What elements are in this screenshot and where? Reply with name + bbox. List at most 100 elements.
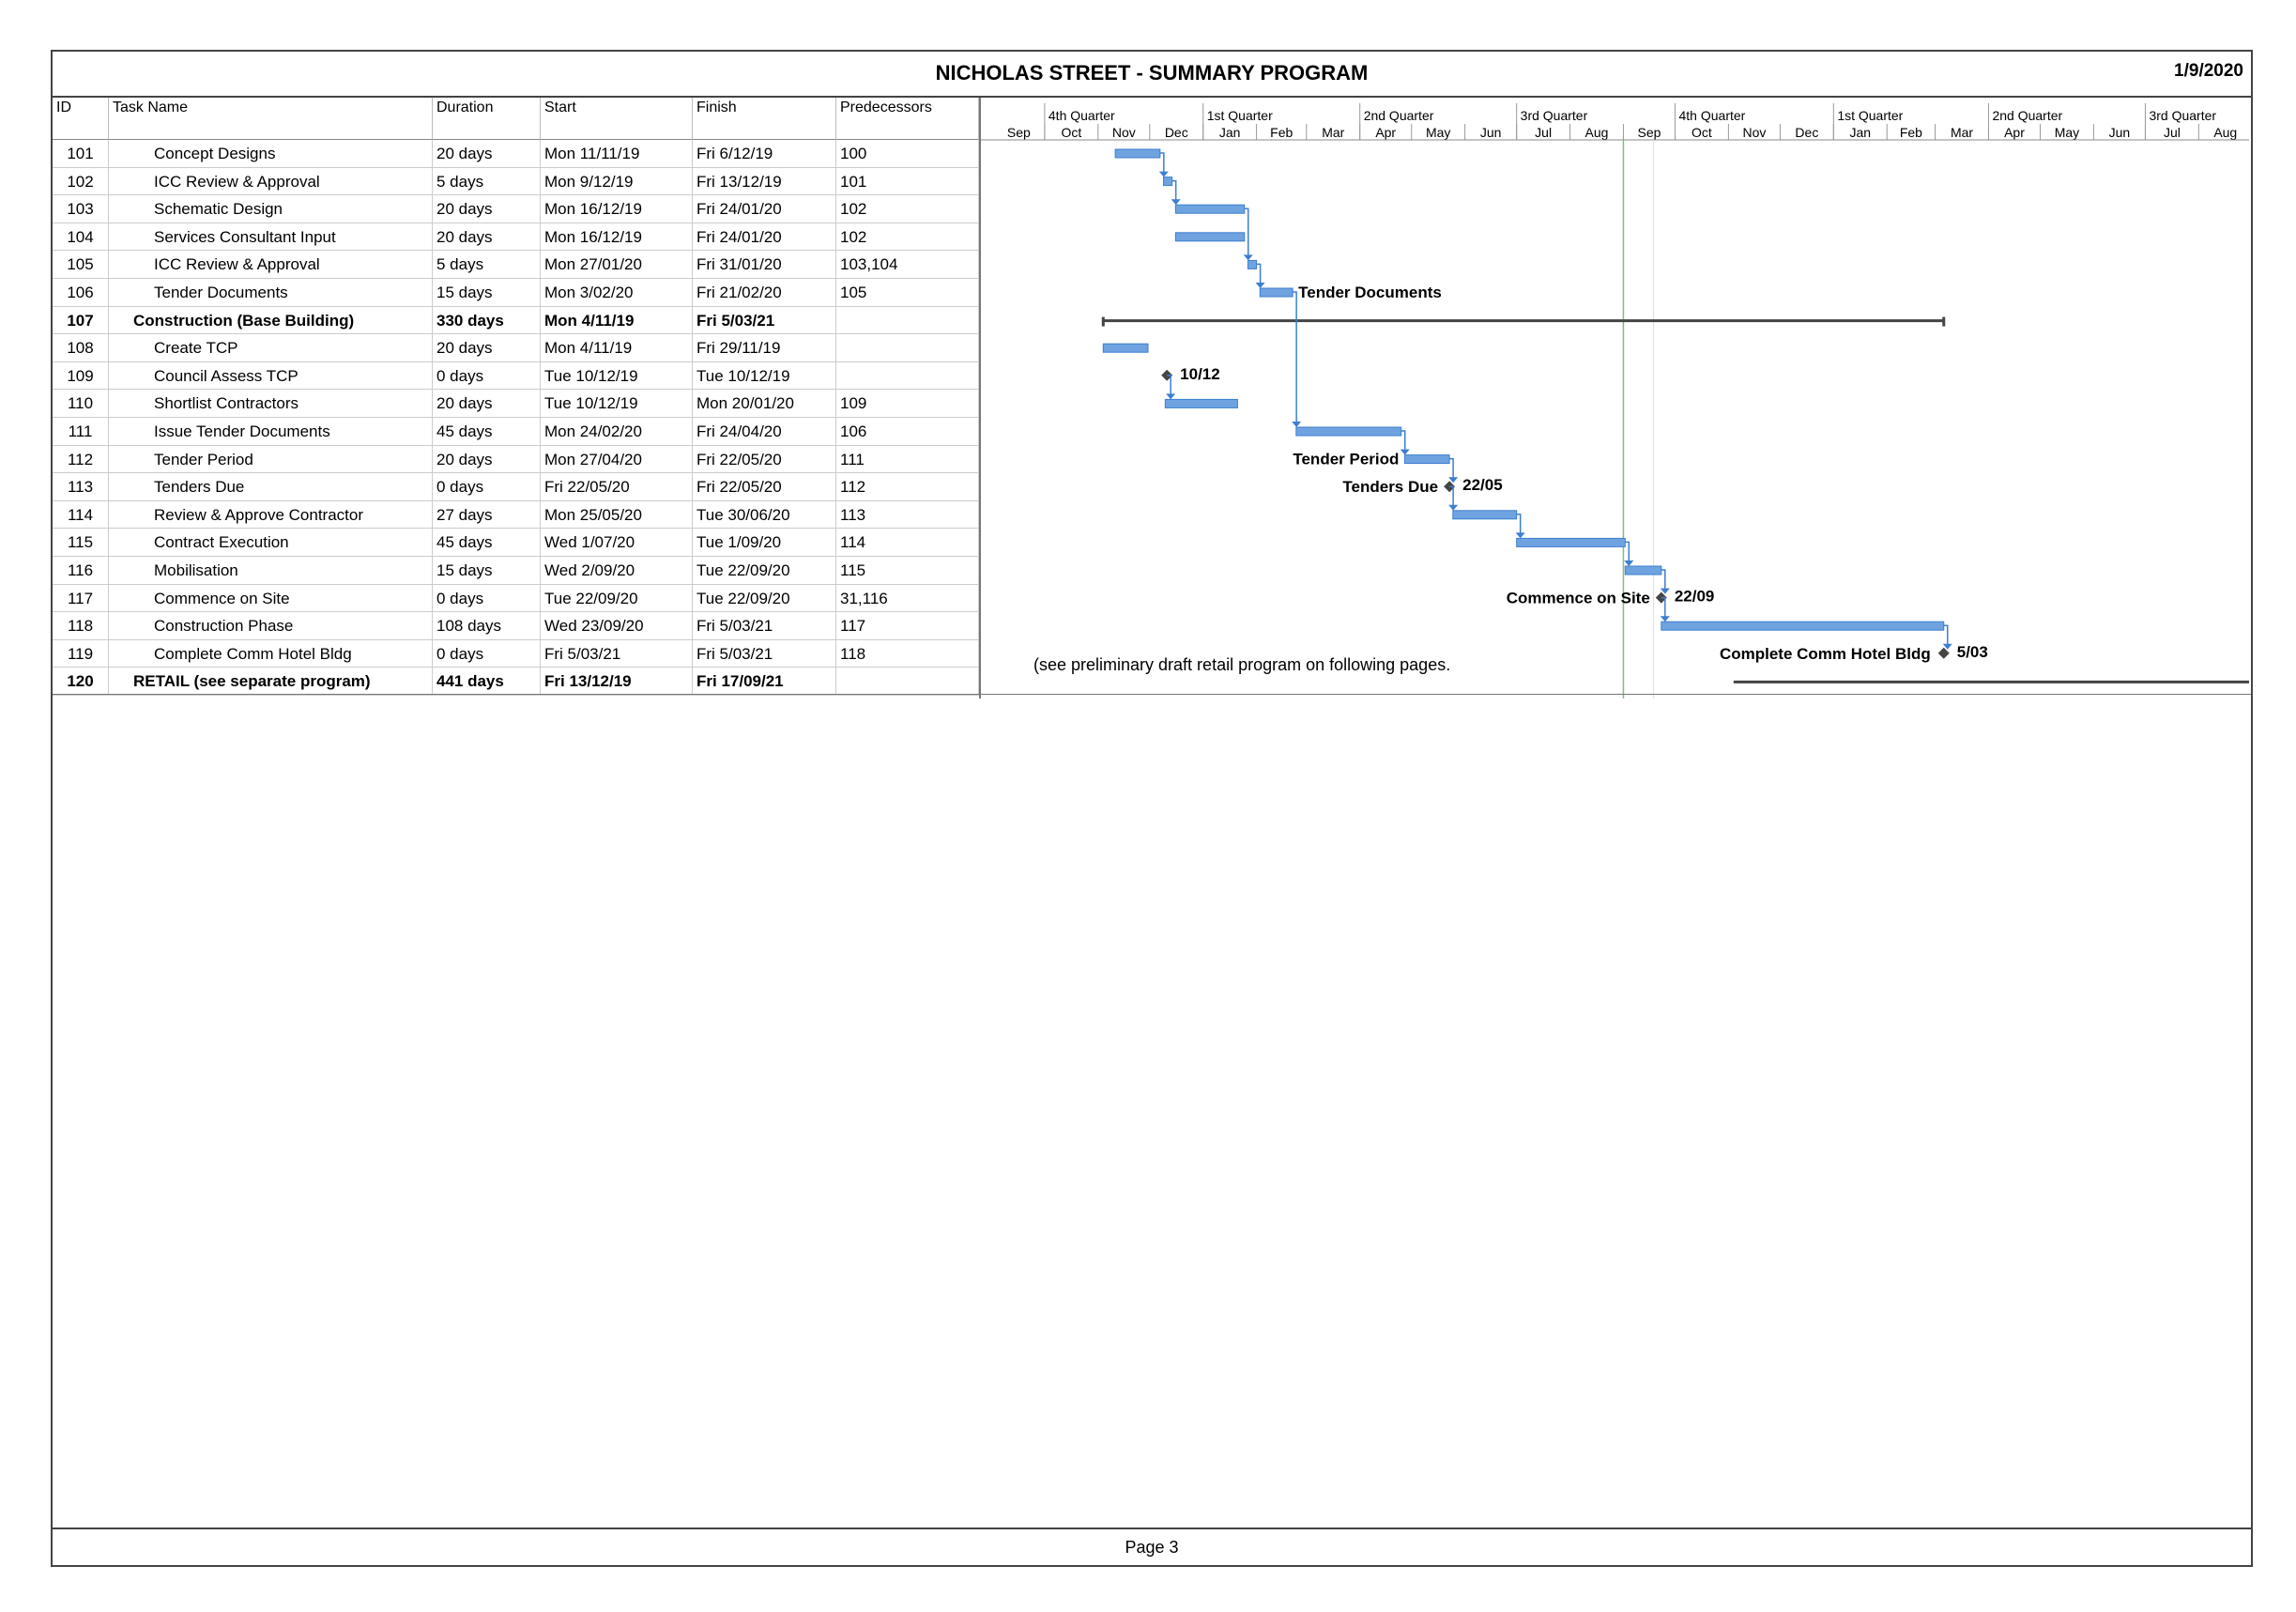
task-bar [1403,454,1450,465]
task-start-cell: Fri 13/12/19 [541,668,693,695]
month-label: Aug [2213,125,2237,140]
month-label: Oct [1061,125,1081,140]
task-id-cell: 106 [53,279,109,306]
task-predecessors-cell [836,361,979,390]
milestone-diamond [1937,647,1950,659]
task-id-cell: 117 [53,584,109,612]
month-label: Nov [1742,125,1766,140]
task-predecessors-cell: 117 [836,612,979,639]
task-id-cell: 107 [53,306,109,334]
dependency-link [1159,152,1165,174]
task-id-cell: 102 [53,167,109,195]
task-duration-cell: 20 days [433,195,541,223]
task-finish-cell: Fri 24/04/20 [693,418,836,445]
task-name-cell: Commence on Site [109,584,433,612]
retail-note: (see preliminary draft retail program on… [1033,655,1450,674]
task-predecessors-cell: 118 [836,639,979,668]
task-start-cell: Mon 25/05/20 [541,500,693,529]
task-predecessors-cell [836,668,979,695]
month-label: Apr [2004,125,2025,140]
table-row[interactable]: 114 Review & Approve Contractor 27 days Mon… [53,500,979,530]
task-start-cell: Wed 1/07/20 [541,529,693,556]
quarter-label: 3rd Quarter [2149,108,2216,123]
dependency-link [1171,179,1177,202]
task-predecessors-cell [836,306,979,334]
task-id-cell: 103 [53,195,109,223]
table-row[interactable]: 115 Contract Execution 45 days Wed 1/07/20 T… [53,529,979,557]
dependency-arrow [1166,393,1176,400]
column-header-start: Start [541,98,693,140]
task-finish-cell: Fri 5/03/21 [693,612,836,639]
task-finish-cell: Fri 29/11/19 [693,334,836,361]
task-duration-cell: 0 days [433,639,541,668]
table-row[interactable]: 107 Construction (Base Building) 330 days M… [53,306,979,335]
task-start-cell: Mon 3/02/20 [541,279,693,306]
task-name-cell: Council Assess TCP [109,361,433,390]
table-row[interactable]: 113 Tenders Due 0 days Fri 22/05/20 Fri 22/0… [53,473,979,501]
column-header-id: ID [53,98,109,140]
month-label: Jul [2164,125,2181,140]
dependency-arrow [1243,254,1253,261]
table-row[interactable]: 119 Complete Comm Hotel Bldg 0 days Fri 5/0… [53,639,979,668]
task-predecessors-cell: 109 [836,390,979,417]
table-row[interactable]: 109 Council Assess TCP 0 days Tue 10/12/19 T… [53,361,979,391]
task-name-cell: Tenders Due [109,473,433,500]
task-finish-cell: Fri 24/01/20 [693,195,836,223]
task-finish-cell: Fri 5/03/21 [693,306,836,334]
dependency-arrow [1292,422,1302,427]
task-start-cell: Wed 23/09/20 [541,612,693,639]
gantt-chart: Sep Oct Nov Dec Jan Feb Mar Apr May Jun Jul Aug Sep O… [979,98,2251,699]
task-start-cell: Mon 24/02/20 [541,418,693,445]
month-label: May [2055,125,2079,140]
commence-on-site-label: Commence on Site [1507,590,1650,607]
dependency-link [1943,624,1949,646]
task-id-cell: 109 [53,361,109,390]
task-predecessors-cell: 102 [836,223,979,251]
task-bar [1624,565,1662,576]
month-label: May [1426,125,1450,140]
task-bar [1174,232,1246,242]
column-header-predecessors: Predecessors [836,98,979,140]
task-start-cell: Mon 27/04/20 [541,445,693,473]
table-row[interactable]: 116 Mobilisation 15 days Wed 2/09/20 Tue 22/… [53,557,979,585]
task-id-cell: 113 [53,473,109,500]
table-row[interactable]: 105 ICC Review & Approval 5 days Mon 27/01/… [53,251,979,279]
task-duration-cell: 45 days [433,418,541,445]
dependency-arrow [1448,504,1459,511]
table-row[interactable]: 102 ICC Review & Approval 5 days Mon 9/12/1… [53,167,979,196]
program-sheet: NICHOLAS STREET - SUMMARY PROGRAM 1/9/20… [51,50,2253,1567]
table-row[interactable]: 112 Tender Period 20 days Mon 27/04/20 Fri 2… [53,445,979,474]
task-bar [1174,204,1246,214]
month-label: Apr [1375,125,1396,140]
table-row[interactable]: 117 Commence on Site 0 days Tue 22/09/20 Tue… [53,584,979,613]
task-predecessors-cell: 31,116 [836,584,979,612]
council-assess-date-label: 10/12 [1180,365,1220,383]
table-row[interactable]: 103 Schematic Design 20 days Mon 16/12/19 Fr… [53,195,979,223]
task-bar [1102,343,1149,353]
dependency-arrow [1171,199,1181,206]
table-row[interactable]: 108 Create TCP 20 days Mon 4/11/19 Fri 29/11… [53,334,979,362]
table-row[interactable]: 101 Concept Designs 20 days Mon 11/11/19 Fri… [53,140,979,168]
table-row[interactable]: 111 Issue Tender Documents 45 days Mon 24/0… [53,418,979,446]
task-duration-cell: 5 days [433,167,541,195]
dependency-arrow [1400,449,1410,455]
column-header-task-name: Task Name [109,98,433,140]
table-bottom-rule [53,694,2251,695]
complete-hotel-label: Complete Comm Hotel Bldg [1720,645,1931,663]
table-row[interactable]: 104 Services Consultant Input 20 days Mon 1… [53,223,979,252]
table-row[interactable]: 120 RETAIL (see separate program) 441 days… [53,668,979,696]
table-row[interactable]: 106 Tender Documents 15 days Mon 3/02/20 Fri… [53,279,979,307]
task-predecessors-cell: 102 [836,195,979,223]
task-finish-cell: Tue 30/06/20 [693,500,836,529]
dependency-link [1401,430,1406,452]
task-finish-cell: Tue 22/09/20 [693,557,836,584]
task-id-cell: 110 [53,390,109,417]
task-start-cell: Mon 16/12/19 [541,223,693,251]
table-row[interactable]: 118 Construction Phase 108 days Wed 23/09/2… [53,612,979,640]
month-label: Dec [1795,125,1818,140]
table-row[interactable]: 110 Shortlist Contractors 20 days Tue 10/12… [53,390,979,418]
task-name-cell: Complete Comm Hotel Bldg [109,639,433,668]
task-id-cell: 119 [53,639,109,668]
task-name-cell: Issue Tender Documents [109,418,433,445]
task-bar [1516,537,1626,547]
